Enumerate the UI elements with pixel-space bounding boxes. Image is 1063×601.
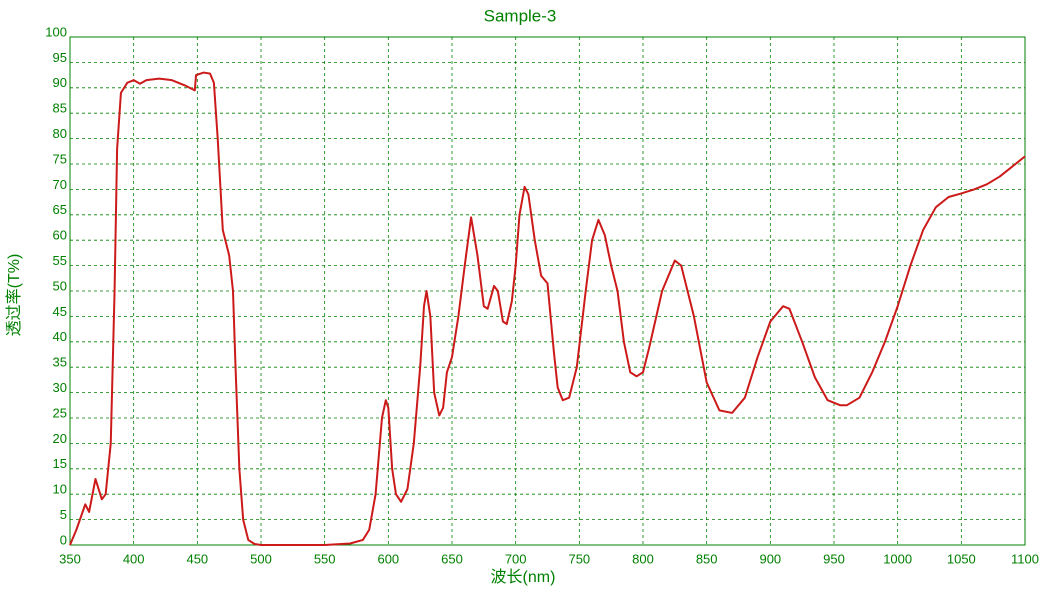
x-tick-label: 1100 [1011, 551, 1039, 566]
x-tick-label: 950 [823, 551, 845, 566]
y-tick-label: 70 [53, 177, 67, 192]
y-tick-label: 60 [53, 228, 67, 243]
y-tick-label: 10 [53, 482, 67, 497]
x-tick-label: 650 [441, 551, 463, 566]
y-tick-label: 55 [53, 253, 67, 268]
x-tick-label: 1050 [947, 551, 976, 566]
x-tick-label: 900 [759, 551, 781, 566]
x-tick-label: 850 [696, 551, 718, 566]
x-tick-label: 550 [314, 551, 336, 566]
y-tick-label: 50 [53, 278, 67, 293]
chart-title: Sample-3 [484, 6, 557, 25]
x-tick-label: 750 [568, 551, 590, 566]
y-tick-label: 25 [53, 405, 67, 420]
x-tick-label: 450 [186, 551, 208, 566]
x-tick-label: 700 [505, 551, 527, 566]
y-tick-label: 40 [53, 329, 67, 344]
x-tick-label: 600 [377, 551, 399, 566]
x-tick-label: 400 [123, 551, 145, 566]
x-axis-label: 波长(nm) [491, 568, 556, 586]
y-tick-label: 45 [53, 304, 67, 319]
y-tick-label: 75 [53, 151, 67, 166]
y-tick-label: 65 [53, 202, 67, 217]
y-tick-label: 100 [45, 24, 67, 39]
y-tick-label: 95 [53, 50, 67, 65]
x-tick-label: 1000 [883, 551, 912, 566]
y-tick-label: 80 [53, 126, 67, 141]
y-tick-label: 5 [60, 507, 67, 522]
data-line [69, 71, 1026, 546]
y-tick-label: 90 [53, 75, 67, 90]
y-tick-label: 30 [53, 380, 67, 395]
plot-frame [69, 36, 1026, 546]
x-tick-label: 500 [250, 551, 272, 566]
x-tick-label: 800 [632, 551, 654, 566]
y-tick-label: 35 [53, 355, 67, 370]
y-axis-label: 透过率(T%) [5, 254, 23, 337]
x-tick-label: 350 [59, 551, 81, 566]
y-tick-label: 20 [53, 431, 67, 446]
y-tick-label: 15 [53, 456, 67, 471]
y-tick-label: 0 [60, 532, 67, 547]
y-tick-label: 85 [53, 101, 67, 116]
